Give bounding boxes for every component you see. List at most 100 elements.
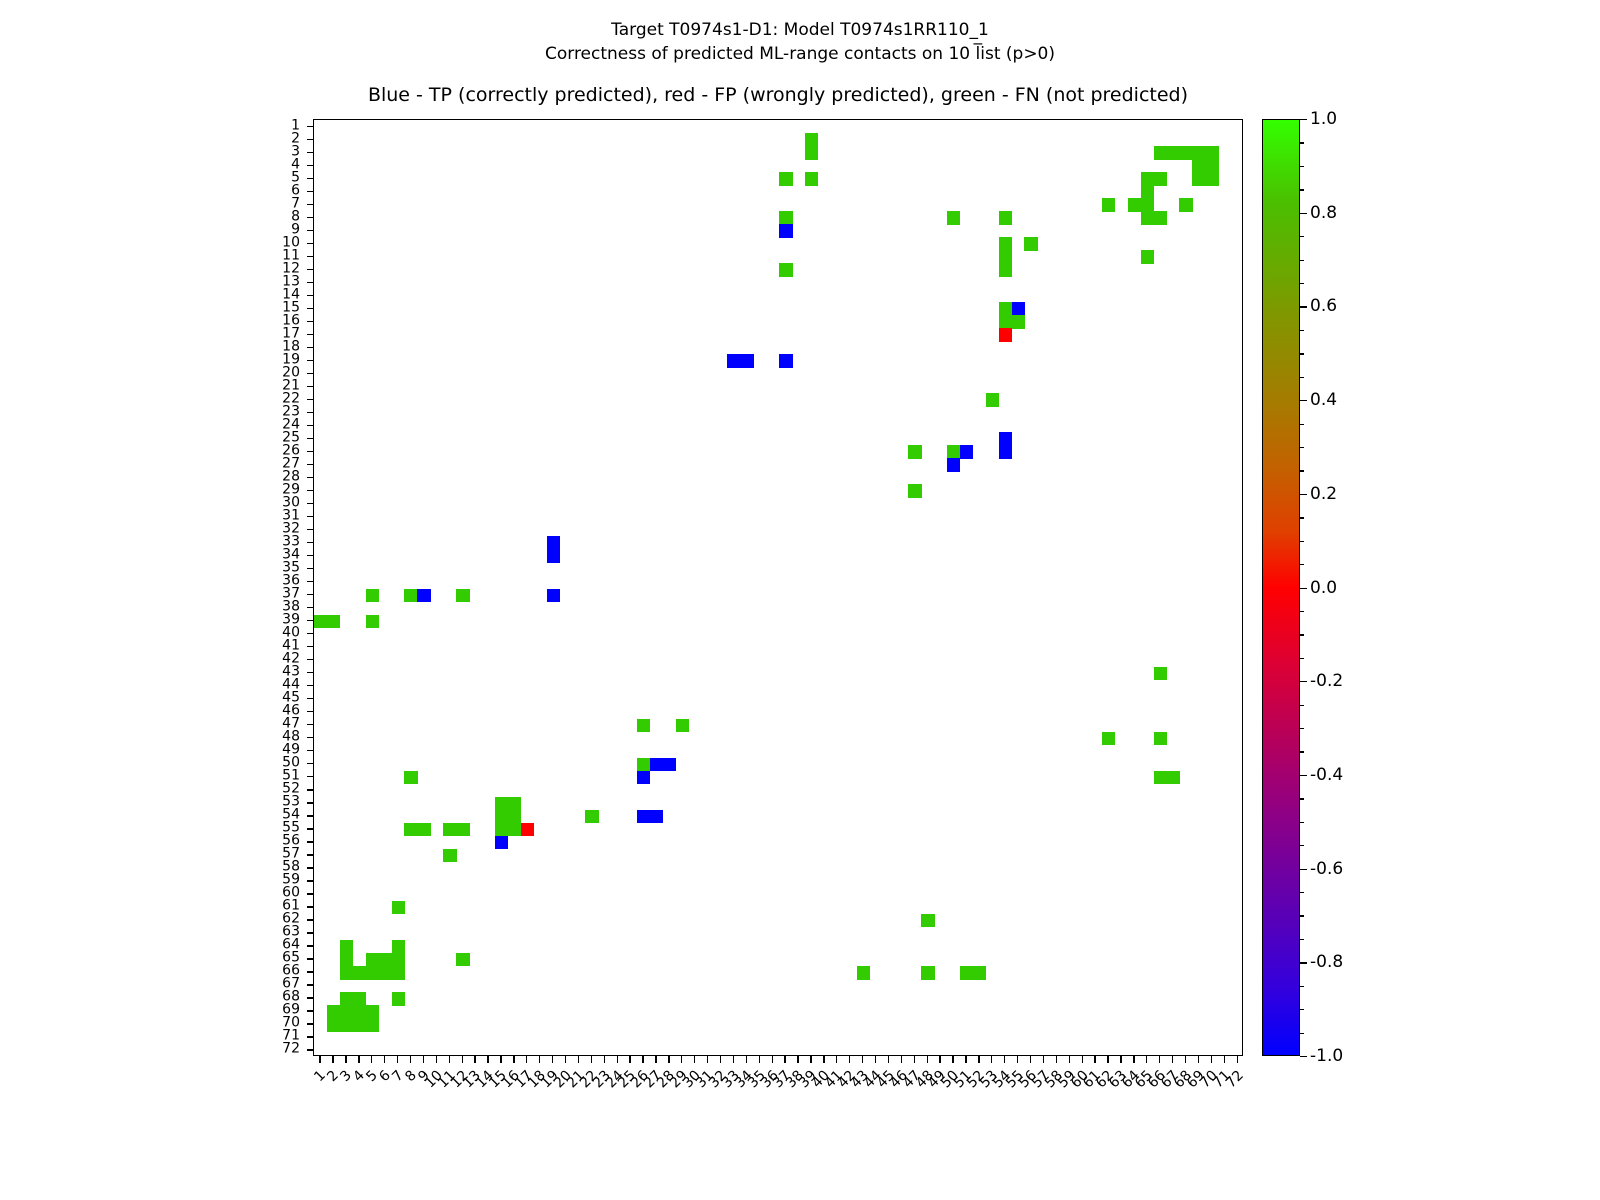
y-tick-mark: [307, 620, 314, 622]
y-tick-mark: [307, 320, 314, 322]
contact-cell: [443, 848, 457, 863]
colorbar-tick-label: 0.2: [1310, 483, 1338, 504]
x-tick-mark: [474, 1056, 476, 1063]
y-tick-mark: [307, 958, 314, 960]
y-tick-mark: [307, 646, 314, 648]
contact-cell: [1140, 211, 1155, 225]
y-tick-label: 48: [282, 728, 300, 745]
y-tick-mark: [307, 594, 314, 596]
x-tick-mark: [655, 1056, 657, 1063]
figure-title: Target T0974s1-D1: Model T0974s1RR110_1 …: [0, 18, 1600, 66]
y-tick-mark: [307, 945, 314, 947]
contact-cell: [1192, 172, 1206, 186]
y-tick-label: 5: [291, 169, 300, 186]
contact-cell: [456, 588, 470, 603]
y-tick-mark: [307, 138, 314, 140]
x-tick-mark: [706, 1056, 709, 1063]
x-tick-mark: [810, 1056, 812, 1063]
contact-cell: [546, 549, 561, 564]
contact-cell: [546, 588, 561, 603]
y-tick-label: 47: [282, 715, 300, 732]
contact-cell: [1205, 146, 1219, 160]
colorbar-minor-tick: [1300, 517, 1304, 519]
contact-cell: [1127, 198, 1142, 212]
y-tick-label: 7: [291, 195, 300, 212]
y-tick-mark: [307, 541, 314, 544]
colorbar-minor-tick: [1300, 774, 1304, 777]
colorbar-minor-tick: [1300, 845, 1304, 847]
x-tick-mark: [1171, 1056, 1174, 1063]
y-tick-mark: [307, 125, 314, 127]
y-tick-label: 26: [282, 442, 300, 459]
colorbar-tick-label: 0.0: [1310, 577, 1338, 598]
contact-cell: [1166, 770, 1181, 785]
y-tick-mark: [307, 398, 314, 401]
contact-cell: [339, 1017, 354, 1032]
x-tick-mark: [1029, 1056, 1032, 1063]
contact-cell: [636, 770, 651, 785]
y-tick-label: 46: [282, 702, 300, 719]
contact-cell: [391, 900, 406, 915]
y-tick-mark: [307, 750, 314, 752]
y-tick-label: 27: [282, 455, 300, 472]
y-tick-mark: [307, 333, 314, 336]
contact-cell: [1192, 159, 1206, 173]
x-tick-mark: [1223, 1056, 1225, 1063]
x-tick-mark: [461, 1056, 463, 1063]
y-tick-label: 24: [282, 416, 300, 433]
x-tick-mark: [500, 1056, 502, 1063]
x-tick-mark: [409, 1056, 412, 1063]
y-tick-label: 58: [282, 858, 300, 875]
contact-cell: [1192, 146, 1206, 160]
x-tick-mark: [1236, 1056, 1238, 1063]
colorbar-gradient: [1262, 119, 1300, 1056]
contact-cell: [339, 952, 354, 967]
y-tick-mark: [307, 1036, 314, 1038]
y-tick-mark: [307, 502, 314, 505]
colorbar-minor-tick: [1300, 751, 1304, 753]
y-tick-mark: [307, 203, 314, 205]
x-tick-mark: [681, 1056, 683, 1063]
y-tick-label: 40: [282, 624, 300, 641]
y-tick-mark: [307, 789, 314, 791]
contact-map-plot[interactable]: [313, 119, 1243, 1056]
x-tick-mark: [422, 1056, 425, 1063]
contact-cell: [1153, 172, 1168, 186]
y-tick-mark: [307, 281, 314, 283]
contact-cell: [326, 1004, 341, 1019]
y-tick-label: 65: [282, 949, 300, 966]
y-tick-mark: [307, 672, 314, 674]
figure-title-line-2: Correctness of predicted ML-range contac…: [544, 44, 1056, 64]
contact-cell: [507, 809, 522, 824]
contact-cell: [391, 952, 406, 967]
y-tick-mark: [307, 255, 314, 257]
colorbar-minor-tick: [1300, 353, 1304, 355]
contact-cell: [779, 354, 793, 368]
y-tick-label: 43: [282, 663, 300, 680]
contact-cell: [779, 263, 793, 277]
x-tick-mark: [396, 1056, 399, 1063]
contact-cell: [1011, 302, 1026, 316]
colorbar-tick-label: 0.8: [1310, 202, 1338, 223]
y-tick-label: 71: [282, 1027, 300, 1044]
y-tick-label: 10: [282, 234, 300, 251]
contact-cell: [636, 809, 651, 824]
y-tick-mark: [307, 216, 314, 218]
y-tick-label: 11: [282, 247, 300, 264]
colorbar-minor-tick: [1300, 540, 1304, 542]
contact-cell: [998, 328, 1013, 342]
contact-cell: [1011, 315, 1026, 329]
y-tick-label: 72: [282, 1040, 300, 1057]
x-tick-mark: [448, 1056, 450, 1063]
y-tick-mark: [307, 776, 314, 778]
contact-cell: [378, 965, 393, 980]
x-tick-mark: [1184, 1056, 1187, 1063]
x-tick-mark: [784, 1056, 786, 1063]
contact-cell: [946, 211, 961, 225]
colorbar-minor-tick: [1300, 610, 1304, 613]
x-tick-mark: [1197, 1056, 1200, 1063]
y-tick-mark: [307, 1049, 314, 1051]
x-tick-mark: [1146, 1056, 1148, 1063]
x-tick-mark: [939, 1056, 941, 1063]
y-tick-mark: [307, 984, 314, 986]
